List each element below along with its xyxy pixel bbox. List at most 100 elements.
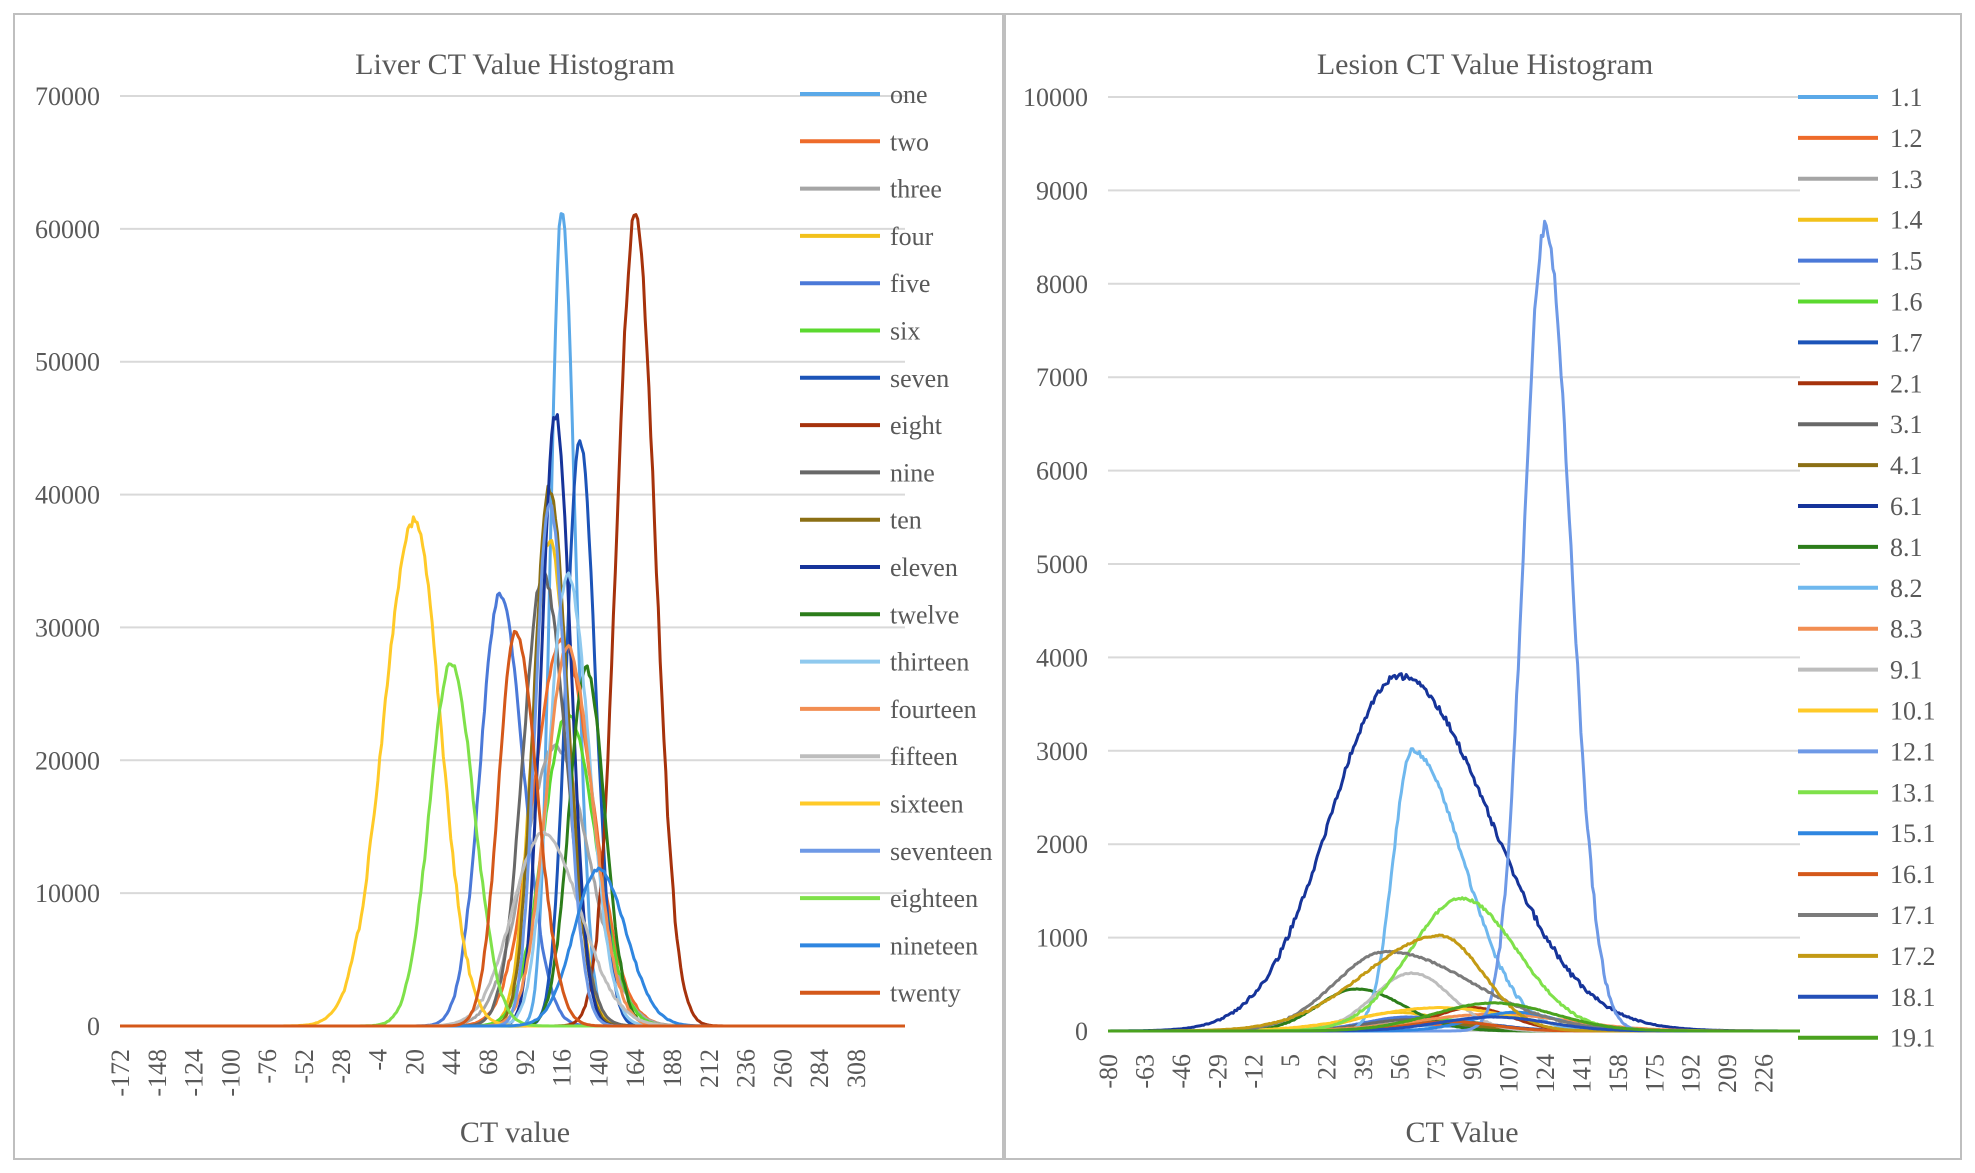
lesion-legend-label: 1.6 (1890, 288, 1923, 317)
lesion-x-tick-label: 175 (1640, 1054, 1669, 1093)
lesion-legend-label: 1.4 (1890, 206, 1923, 235)
liver-legend: one two three four five six seven eight nine ten e… (800, 80, 993, 1008)
lesion-series-line-8-2 (1108, 747, 1800, 1033)
lesion-x-tick-label: 141 (1567, 1054, 1596, 1093)
lesion-chart: Lesion CT Value Histogram CT Value 0 1000… (1023, 48, 1936, 1149)
liver-chart-title: Liver CT Value Histogram (355, 48, 675, 81)
lesion-legend-label: 9.1 (1890, 656, 1923, 685)
lesion-chart-title: Lesion CT Value Histogram (1317, 48, 1653, 81)
liver-x-tick-label: 116 (548, 1049, 577, 1087)
liver-legend-label: fourteen (890, 695, 977, 724)
lesion-legend-label: 13.1 (1890, 778, 1936, 807)
liver-series-line-eleven (120, 413, 905, 1028)
lesion-y-tick-labels: 0 1000 2000 3000 4000 5000 6000 7000 8000 9000 100… (1023, 83, 1088, 1046)
liver-legend-label: eight (890, 411, 943, 440)
liver-legend-label: five (890, 269, 930, 298)
lesion-legend-label: 17.2 (1890, 942, 1936, 971)
lesion-legend-label: 1.7 (1890, 328, 1923, 357)
liver-y-tick-label: 50000 (35, 348, 100, 377)
liver-legend-label: seventeen (890, 837, 993, 866)
liver-chart: Liver CT Value Histogram CT value 0 10000… (35, 48, 993, 1149)
lesion-x-tick-label: 107 (1495, 1054, 1524, 1093)
liver-x-tick-label: -52 (290, 1049, 319, 1084)
liver-x-tick-label: 212 (695, 1049, 724, 1088)
lesion-x-tick-label: -46 (1167, 1054, 1196, 1089)
liver-x-tick-label: 188 (658, 1049, 687, 1088)
liver-y-tick-label: 30000 (35, 613, 100, 642)
lesion-series-lines (1108, 219, 1800, 1033)
lesion-x-tick-label: -80 (1094, 1054, 1123, 1089)
lesion-legend-label: 15.1 (1890, 819, 1936, 848)
liver-series-line-twelve (120, 664, 905, 1028)
lesion-y-tick-label: 10000 (1023, 83, 1088, 112)
liver-legend-label: one (890, 80, 928, 109)
lesion-x-tick-label: 39 (1349, 1054, 1378, 1080)
lesion-x-tick-label: 209 (1713, 1054, 1742, 1093)
liver-series-line-twenty (120, 629, 905, 1028)
lesion-y-tick-label: 8000 (1036, 270, 1088, 299)
liver-series-lines (120, 212, 905, 1028)
liver-legend-label: eleven (890, 553, 958, 582)
liver-x-tick-label: 164 (621, 1049, 650, 1088)
liver-legend-label: fifteen (890, 742, 958, 771)
liver-x-tick-label: 44 (437, 1049, 466, 1075)
lesion-legend-label: 2.1 (1890, 369, 1923, 398)
lesion-legend-label: 1.1 (1890, 83, 1923, 112)
liver-series-line-eighteen (120, 662, 905, 1028)
liver-legend-label: nineteen (890, 931, 978, 960)
liver-series-line-five (120, 591, 905, 1028)
liver-series-line-two (120, 637, 905, 1028)
liver-legend-label: nine (890, 458, 935, 487)
lesion-legend-label: 1.5 (1890, 247, 1923, 276)
lesion-legend-label: 16.1 (1890, 860, 1936, 889)
lesion-legend-label: 10.1 (1890, 697, 1936, 726)
lesion-y-tick-label: 4000 (1036, 643, 1088, 672)
lesion-x-tick-label: -63 (1130, 1054, 1159, 1089)
lesion-y-tick-label: 6000 (1036, 457, 1088, 486)
lesion-legend-label: 17.1 (1890, 901, 1936, 930)
liver-x-axis-title: CT value (460, 1116, 570, 1149)
lesion-x-tick-label: 192 (1677, 1054, 1706, 1093)
liver-legend-label: twelve (890, 600, 959, 629)
liver-y-tick-label: 40000 (35, 481, 100, 510)
lesion-legend-label: 4.1 (1890, 451, 1923, 480)
lesion-legend: 1.1 1.2 1.3 1.4 1.5 1.6 1.7 2.1 3.1 4.1 6.1 8.1 8.2 8… (1798, 83, 1936, 1053)
liver-y-tick-label: 20000 (35, 746, 100, 775)
liver-y-tick-label: 0 (87, 1012, 100, 1041)
lesion-x-tick-label: -29 (1203, 1054, 1232, 1089)
lesion-x-tick-label: 22 (1313, 1054, 1342, 1080)
lesion-y-tick-label: 7000 (1036, 363, 1088, 392)
liver-x-tick-label: -172 (106, 1049, 135, 1097)
lesion-y-tick-label: 9000 (1036, 176, 1088, 205)
liver-x-tick-label: 140 (584, 1049, 613, 1088)
liver-x-tick-label: -28 (327, 1049, 356, 1084)
lesion-x-tick-label: 73 (1422, 1054, 1451, 1080)
lesion-legend-label: 8.3 (1890, 615, 1923, 644)
liver-legend-label: eighteen (890, 884, 978, 913)
liver-x-tick-label: -4 (364, 1049, 393, 1071)
lesion-legend-label: 1.2 (1890, 124, 1923, 153)
liver-x-tick-label: 260 (768, 1049, 797, 1088)
lesion-y-tick-label: 1000 (1036, 924, 1088, 953)
liver-x-tick-label: -124 (180, 1049, 209, 1097)
liver-x-tick-labels: -172 -148 -124 -100 -76 -52 -28 -4 20 44 68 92 116 14… (106, 1049, 871, 1097)
liver-x-tick-label: 68 (474, 1049, 503, 1075)
lesion-series-line-12-1 (1108, 219, 1800, 1033)
liver-legend-label: two (890, 127, 929, 156)
liver-x-tick-label: 236 (732, 1049, 761, 1088)
lesion-legend-label: 6.1 (1890, 492, 1923, 521)
liver-legend-label: sixteen (890, 790, 964, 819)
lesion-x-tick-label: 56 (1385, 1054, 1414, 1080)
liver-legend-label: six (890, 317, 920, 346)
lesion-series-line-19-1 (1108, 1001, 1800, 1033)
liver-x-tick-label: 20 (400, 1049, 429, 1075)
liver-x-tick-label: -148 (143, 1049, 172, 1097)
liver-x-tick-label: 284 (805, 1049, 834, 1088)
liver-legend-label: three (890, 175, 942, 204)
liver-y-tick-label: 70000 (35, 82, 100, 111)
lesion-x-tick-label: 124 (1531, 1054, 1560, 1093)
lesion-x-tick-label: -12 (1240, 1054, 1269, 1089)
lesion-legend-label: 1.3 (1890, 165, 1923, 194)
